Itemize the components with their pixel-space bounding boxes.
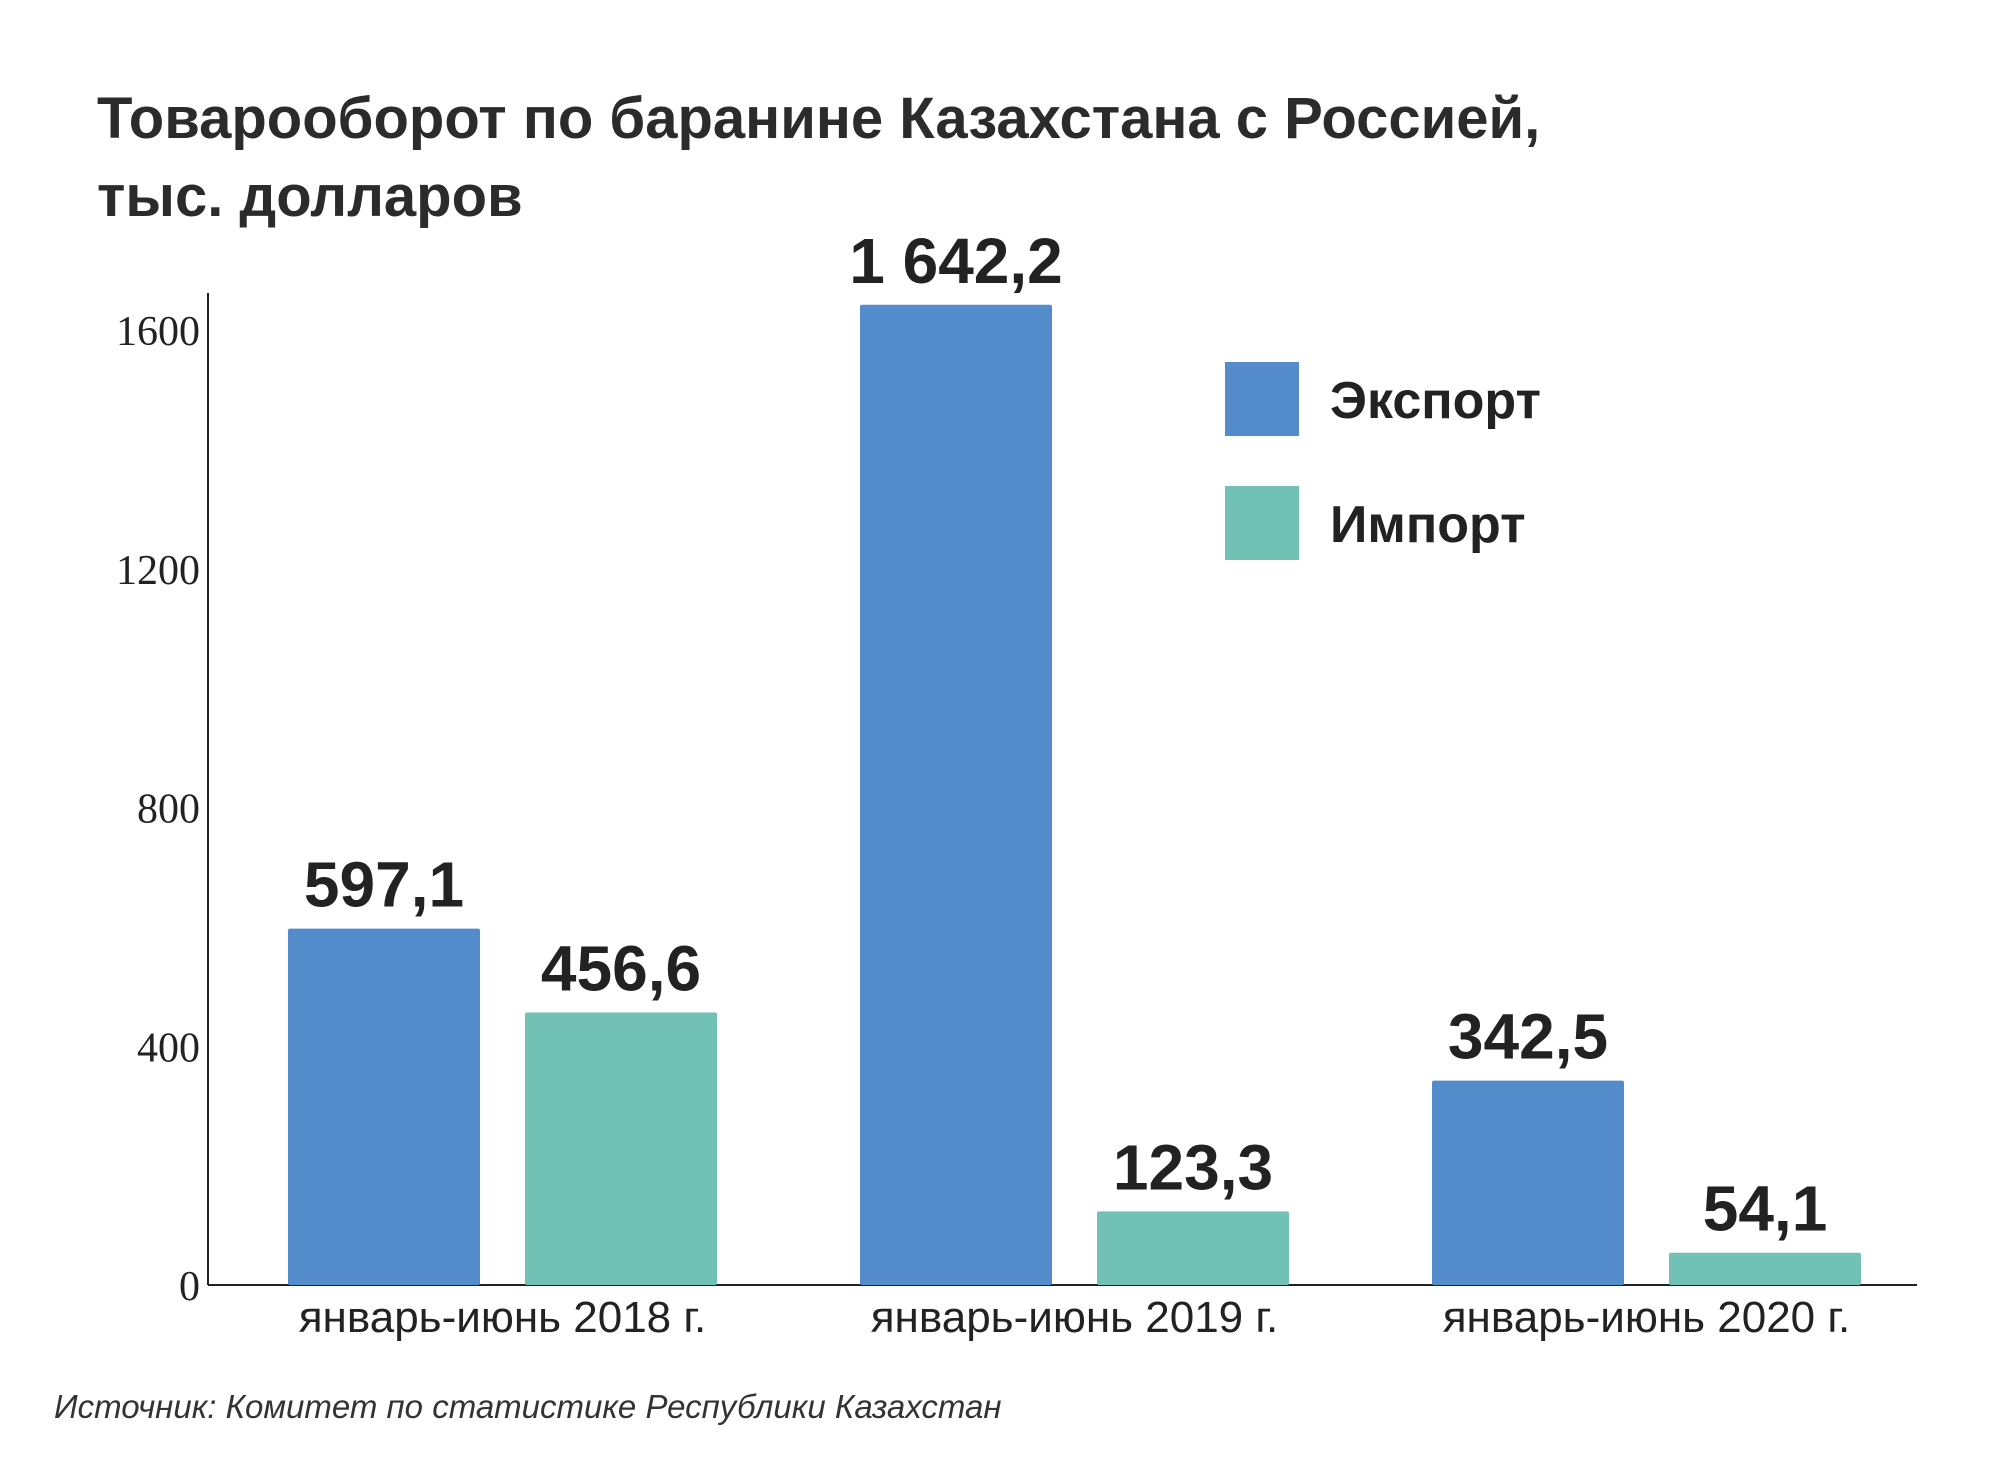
bar-export-2: [860, 304, 1052, 1285]
legend-swatch-import: [1225, 486, 1299, 560]
source-note: Источник: Комитет по статистике Республи…: [54, 1388, 1002, 1425]
y-tick-label: 1200: [116, 548, 200, 594]
legend-label-import: Импорт: [1330, 496, 1526, 554]
y-tick-label: 400: [137, 1025, 200, 1071]
bar-export-3: [1432, 1080, 1624, 1285]
category-labels: январь-июнь 2018 г. январь-июнь 2019 г. ян…: [299, 1293, 1851, 1342]
bar-import-1: [525, 1012, 717, 1285]
y-tick-label: 800: [137, 787, 200, 833]
bars: [288, 304, 1861, 1285]
value-label-import-1: 456,6: [541, 932, 701, 1004]
category-label-3: январь-июнь 2020 г.: [1443, 1293, 1851, 1342]
value-label-import-3: 54,1: [1703, 1173, 1828, 1245]
bar-value-labels: 597,1 456,6 1 642,2 123,3 342,5 54,1: [304, 225, 1827, 1245]
legend-label-export: Экспорт: [1330, 372, 1541, 430]
value-label-import-2: 123,3: [1113, 1131, 1273, 1203]
value-label-export-3: 342,5: [1448, 1001, 1608, 1073]
chart-title-line-2: тыс. долларов: [97, 164, 523, 229]
y-tick-label: 1600: [116, 309, 200, 355]
category-label-2: январь-июнь 2019 г.: [871, 1293, 1279, 1342]
legend-swatch-export: [1225, 362, 1299, 436]
legend: Экспорт Импорт: [1225, 362, 1541, 560]
y-tick-labels: 0 400 800 1200 1600: [116, 309, 200, 1310]
y-tick-label: 0: [179, 1264, 200, 1310]
bar-export-1: [288, 928, 480, 1285]
value-label-export-1: 597,1: [304, 849, 464, 921]
bar-import-2: [1097, 1211, 1289, 1285]
bar-import-3: [1669, 1252, 1861, 1285]
value-label-export-2: 1 642,2: [849, 225, 1063, 297]
category-label-1: январь-июнь 2018 г.: [299, 1293, 707, 1342]
chart-title: Товарооборот по баранине Казахстана с Ро…: [97, 86, 1540, 229]
chart-title-line-1: Товарооборот по баранине Казахстана с Ро…: [97, 86, 1540, 151]
